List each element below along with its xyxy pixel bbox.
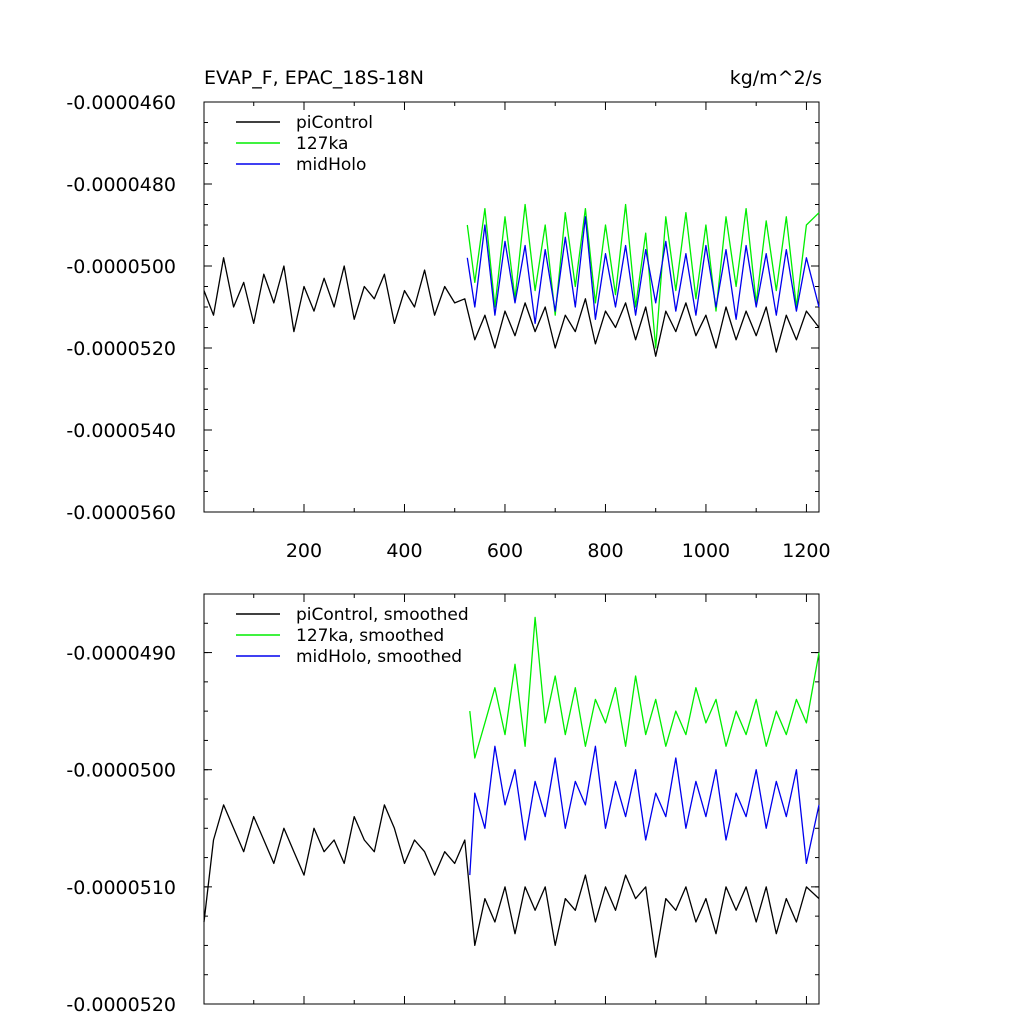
- top-y-tick-label: -0.0000560: [66, 502, 176, 524]
- top-series-0-line: [203, 257, 820, 357]
- bottom-legend-label-1: 127ka, smoothed: [296, 626, 444, 646]
- top-x-tick-label: 200: [286, 540, 322, 562]
- bottom-series-0-line: [203, 804, 820, 958]
- bottom-series-1-line: [469, 616, 820, 759]
- top-chart-panel: EVAP_F, EPAC_18S-18N kg/m^2/s 200 400 600 8…: [66, 67, 830, 562]
- top-y-tick-label: -0.0000520: [66, 338, 176, 360]
- top-y-tick-label: -0.0000460: [66, 92, 176, 114]
- top-y-tick-label: -0.0000500: [66, 256, 176, 278]
- bottom-series-2-line: [469, 745, 820, 876]
- top-chart-title: EVAP_F, EPAC_18S-18N: [204, 67, 424, 89]
- top-chart-units: kg/m^2/s: [730, 67, 822, 89]
- bottom-legend-label-0: piControl, smoothed: [296, 605, 469, 625]
- bottom-chart-panel: -0.0000490 -0.0000500 -0.0000510 -0.0000520…: [66, 593, 820, 1016]
- top-x-tick-label: 1000: [682, 540, 730, 562]
- bottom-y-tick-label: -0.0000490: [66, 643, 176, 665]
- top-legend-label-1: 127ka: [296, 134, 348, 154]
- top-x-tick-label: 800: [587, 540, 623, 562]
- top-x-tick-label: 600: [487, 540, 523, 562]
- top-series-2-line: [466, 216, 820, 325]
- top-legend-label-0: piControl: [296, 113, 373, 133]
- top-y-tick-label: -0.0000540: [66, 420, 176, 442]
- top-x-tick-label: 1200: [782, 540, 830, 562]
- top-y-tick-label: -0.0000480: [66, 174, 176, 196]
- top-series-1-line: [466, 203, 820, 349]
- bottom-y-tick-label: -0.0000510: [66, 877, 176, 899]
- top-legend-label-2: midHolo: [296, 155, 366, 175]
- top-x-tick-label: 400: [386, 540, 422, 562]
- bottom-y-tick-label: -0.0000520: [66, 994, 176, 1016]
- bottom-y-tick-label: -0.0000500: [66, 760, 176, 782]
- bottom-legend-label-2: midHolo, smoothed: [296, 647, 462, 667]
